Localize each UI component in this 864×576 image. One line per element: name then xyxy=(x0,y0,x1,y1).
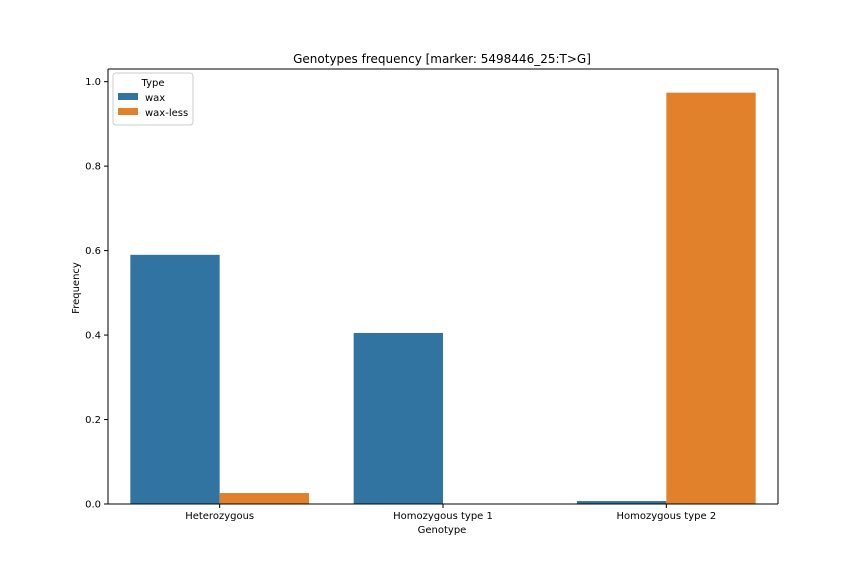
legend: Type wax wax-less xyxy=(112,72,194,126)
y-tick-label: 0.6 xyxy=(85,246,101,257)
y-tick-label: 0.4 xyxy=(85,331,101,342)
x-axis-title: Genotype xyxy=(418,525,467,536)
bar-wax-1 xyxy=(353,332,443,504)
axes-layer: 0.0 0.2 0.4 0.6 0.8 1.0 Heterozygous Homozygous… xyxy=(85,68,779,522)
legend-label-wax-less: wax-less xyxy=(145,108,188,119)
legend-swatch-wax-less xyxy=(118,108,138,115)
legend-title: Type xyxy=(141,78,165,89)
chart-title: Genotypes frequency [marker: 5498446_25:… xyxy=(293,52,591,66)
legend-label-wax: wax xyxy=(145,93,165,104)
y-tick-label: 0.0 xyxy=(85,500,101,511)
y-tick-label: 1.0 xyxy=(85,77,101,88)
bar-wax-2 xyxy=(577,501,667,504)
bar-wax-0 xyxy=(130,254,220,504)
bar-wax-less-2 xyxy=(666,92,756,504)
bars-layer xyxy=(130,92,756,504)
x-tick-label: Homozygous type 1 xyxy=(393,511,493,522)
legend-swatch-wax xyxy=(118,93,138,100)
bar-wax-less-0 xyxy=(219,493,309,504)
y-axis-title: Frequency xyxy=(71,262,82,314)
x-tick-label: Homozygous type 2 xyxy=(616,511,716,522)
y-tick-label: 0.2 xyxy=(85,415,101,426)
y-tick-label: 0.8 xyxy=(85,162,101,173)
x-tick-label: Heterozygous xyxy=(185,511,254,522)
